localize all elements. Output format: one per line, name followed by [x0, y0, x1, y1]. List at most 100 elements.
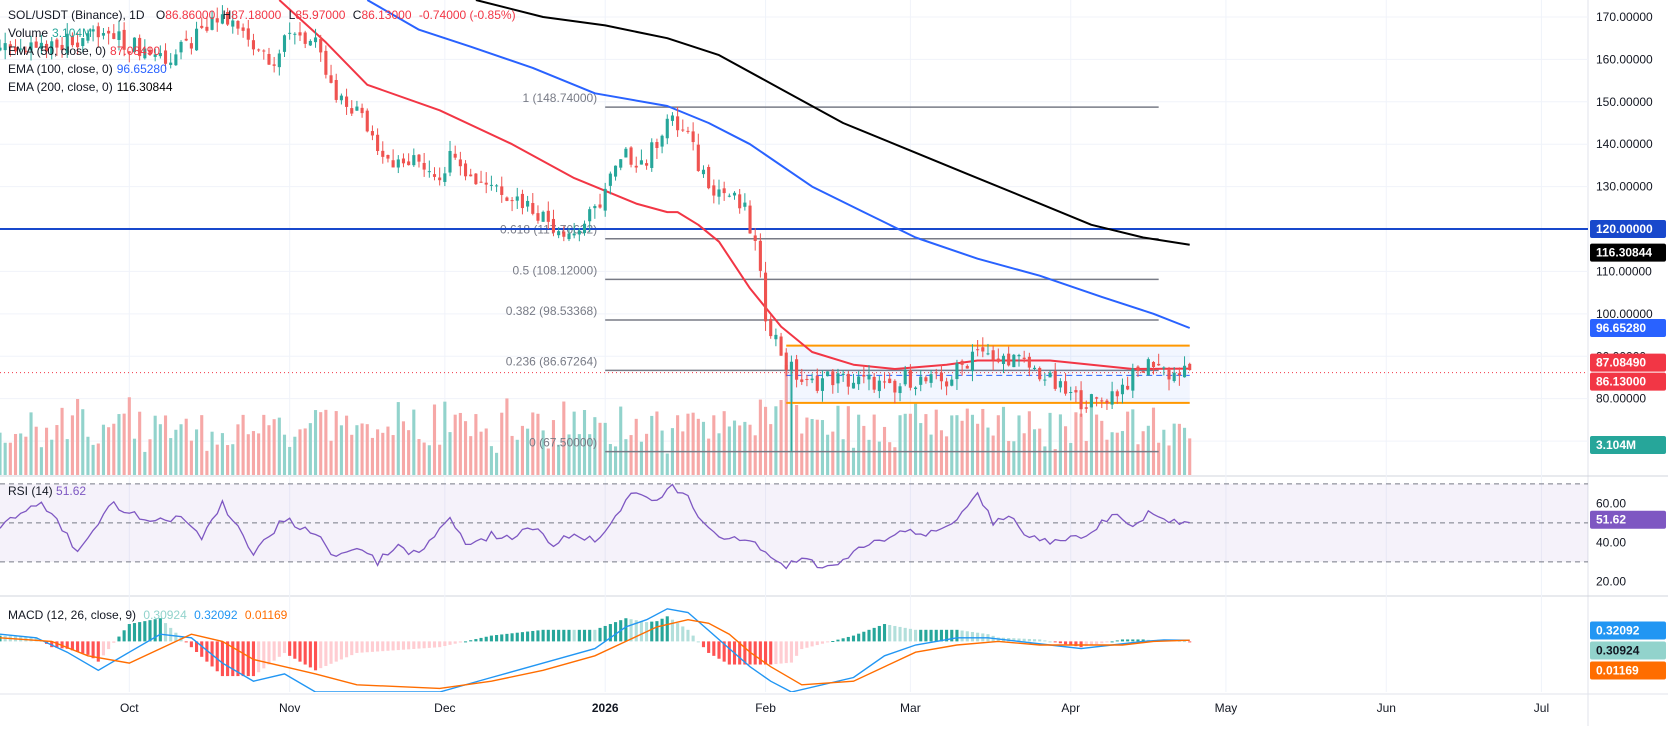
price-tick-label: 150.00000 [1596, 95, 1653, 109]
candle-body [872, 376, 876, 390]
candle-body [500, 186, 504, 195]
candle-body [50, 41, 54, 55]
candle-body [412, 155, 416, 166]
candle-body [914, 387, 918, 390]
volume-bar [189, 440, 193, 475]
candle-body [86, 33, 90, 41]
macd-histogram-bar [919, 629, 923, 642]
macd-histogram-bar [603, 625, 607, 642]
symbol-row[interactable]: SOL/USDT (Binance), 1D O86.86000 H87.180… [8, 6, 516, 24]
volume-bar [696, 418, 700, 475]
volume-bar [195, 429, 199, 475]
volume-bar [588, 434, 592, 475]
candle-body [370, 131, 374, 136]
volume-bar [784, 365, 788, 475]
macd-histogram-bar [226, 641, 230, 677]
volume-bar [531, 412, 535, 475]
volume-bar [417, 439, 421, 475]
macd-histogram-bar [882, 624, 887, 642]
volume-bar [743, 421, 747, 475]
macd-histogram-bar [826, 641, 830, 643]
fibonacci-retracement[interactable]: 1 (148.74000)0.618 (117.70632)0.5 (108.1… [500, 91, 1159, 453]
ema100-legend-row[interactable]: EMA (100, close, 0) 96.65280 [8, 60, 516, 78]
macd-histogram-bar [696, 641, 700, 643]
macd-histogram-bar [262, 641, 266, 669]
volume-bar [629, 435, 633, 475]
volume-legend-row[interactable]: Volume 3.104M [8, 24, 516, 42]
macd-histogram-bar [717, 641, 721, 659]
candle-body [588, 209, 592, 222]
candle-body [1126, 385, 1130, 390]
time-tick-label: Jun [1377, 701, 1396, 715]
ema200-legend-row[interactable]: EMA (200, close, 0) 116.30844 [8, 78, 516, 96]
volume-bar [732, 420, 737, 475]
candle-body [8, 44, 12, 48]
rsi-legend[interactable]: RSI (14) 51.62 [8, 484, 86, 498]
candle-body [215, 18, 219, 23]
macd-histogram-bar [888, 624, 892, 642]
volume-bar [396, 402, 400, 475]
volume-bar [562, 401, 566, 475]
candle-body [453, 153, 457, 158]
volume-bar [365, 424, 369, 475]
ema-line [366, 0, 1191, 329]
symbol-title[interactable]: SOL/USDT (Binance), 1D [8, 8, 145, 22]
rsi-legend-label: RSI (14) [8, 484, 53, 498]
macd-histogram-bar [960, 630, 964, 642]
macd-histogram-bar [1105, 641, 1109, 643]
candle-body [345, 96, 349, 107]
macd-histogram-bar [929, 629, 933, 642]
time-axis[interactable]: Oct Nov Dec 2026 Feb Mar Apr May Jun Jul [120, 701, 1549, 715]
macd-histogram-bar [107, 641, 111, 650]
candle-body [407, 161, 411, 166]
volume-bar [862, 425, 866, 475]
macd-legend[interactable]: MACD (12, 26, close, 9) 0.30924 0.32092 … [8, 608, 287, 622]
macd-histogram-bar [505, 633, 509, 642]
candle-body [489, 184, 493, 186]
candle-body [676, 116, 680, 131]
volume-bar [639, 441, 643, 475]
macd-legend-signal: 0.01169 [244, 608, 288, 622]
volume-bar [598, 422, 602, 475]
volume-bar [541, 430, 545, 475]
price-label: 87.08490 [1596, 356, 1646, 370]
candle-body [665, 118, 669, 139]
volume-bar [163, 415, 168, 475]
macd-histogram-bar [676, 623, 680, 642]
candle-body [867, 374, 871, 380]
horizontal-line[interactable] [0, 228, 1588, 374]
volume-bar [660, 430, 664, 475]
candle-body [469, 174, 473, 177]
rsi-value-label-tag [1590, 510, 1666, 529]
candle-body [293, 33, 297, 35]
macd-histogram-bar [127, 624, 131, 642]
macd-histogram-bar [169, 627, 173, 642]
volume-bar [0, 432, 2, 475]
candle-body [893, 380, 897, 393]
candle-body [474, 173, 478, 185]
time-tick-label: Dec [434, 701, 455, 715]
macd-histogram-bar [267, 641, 271, 665]
volume-bar [303, 428, 307, 475]
rsi-band [0, 483, 1588, 563]
candle-body [758, 240, 762, 271]
macd-histogram-bar [686, 629, 690, 642]
macd-histogram-bar [360, 641, 364, 653]
candle-body [117, 31, 121, 40]
volume-bar [945, 436, 949, 475]
macd-histogram-bar [391, 641, 395, 651]
ema50-legend-row[interactable]: EMA (50, close, 0) 87.08490 [8, 42, 516, 60]
macd-histogram-bar [438, 641, 442, 648]
volume-bar [655, 411, 659, 475]
volume-bar [950, 415, 954, 475]
candle-body [127, 51, 131, 54]
candle-body [593, 206, 597, 209]
ema-line [278, 0, 1190, 370]
macd-histogram-bar [474, 639, 478, 642]
volume-bar [50, 439, 54, 475]
macd-histogram-bar [381, 641, 385, 652]
candle-body [965, 365, 969, 369]
candle-body [1012, 354, 1016, 368]
macd-value-label: 0.30924 [1596, 644, 1640, 658]
